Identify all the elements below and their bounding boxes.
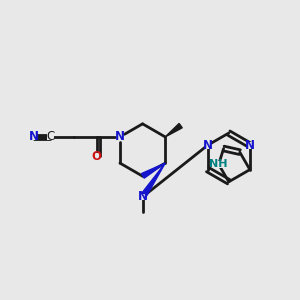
Text: N: N xyxy=(115,130,125,143)
Text: N: N xyxy=(245,139,255,152)
Text: C: C xyxy=(46,130,55,143)
Text: N: N xyxy=(203,139,213,152)
Polygon shape xyxy=(142,163,165,178)
FancyBboxPatch shape xyxy=(117,134,123,140)
FancyBboxPatch shape xyxy=(140,194,146,200)
FancyBboxPatch shape xyxy=(94,153,100,160)
FancyBboxPatch shape xyxy=(214,161,224,168)
Text: NH: NH xyxy=(209,159,228,169)
Polygon shape xyxy=(165,124,182,137)
Text: O: O xyxy=(92,150,102,163)
Text: N: N xyxy=(29,130,39,143)
Text: N: N xyxy=(138,190,148,203)
FancyBboxPatch shape xyxy=(31,134,37,140)
FancyBboxPatch shape xyxy=(247,142,253,148)
FancyBboxPatch shape xyxy=(205,142,211,148)
FancyBboxPatch shape xyxy=(47,134,54,140)
Polygon shape xyxy=(140,163,165,199)
